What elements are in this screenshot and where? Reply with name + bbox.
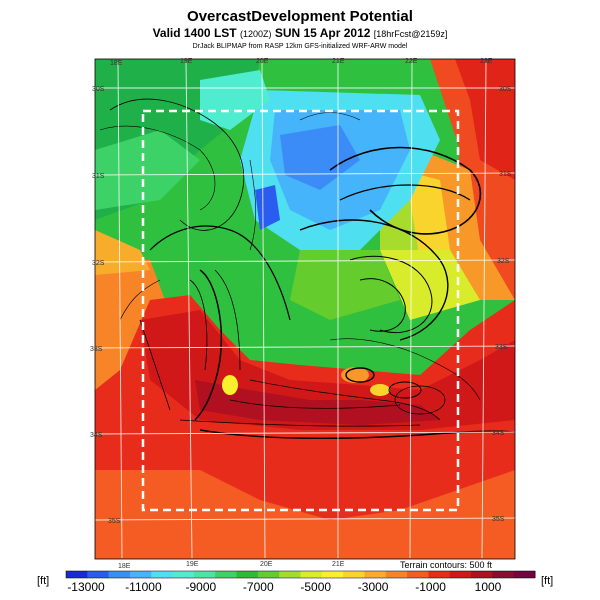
lon-labels-top: 18E 19E 20E 21E 22E 23E: [110, 58, 493, 67]
lat-label: 34S: [492, 430, 505, 437]
colorbar-swatch: [449, 571, 472, 578]
lat-label: 35S: [492, 516, 505, 523]
terrain-contour-note: Terrain contours: 500 ft: [400, 560, 493, 570]
valid-time-line: Valid 1400 LST (1200Z) SUN 15 Apr 2012 […: [0, 26, 600, 40]
colorbar-tick-label: -7000: [243, 580, 274, 594]
colorbar-swatch: [343, 571, 365, 578]
lat-label: 33S: [495, 344, 508, 351]
colorbar-swatch: [321, 571, 344, 578]
lon-label: 23E: [480, 58, 493, 65]
lon-labels-bottom: 18E 19E 20E 21E: [118, 561, 345, 570]
lat-lon-grid: [94, 61, 516, 559]
colorbar-tick-label: -1000: [415, 580, 446, 594]
colorbar-swatch: [407, 571, 429, 578]
lon-label: 19E: [186, 561, 199, 568]
colorbar-swatch: [257, 571, 280, 578]
colorbar-border: [65, 570, 536, 579]
colorbar-tick-label: 1000: [475, 580, 502, 594]
colorbar-swatch: [129, 571, 152, 578]
lat-labels-left: 30S 31S 32S 33S 34S 35S: [90, 86, 121, 525]
colorbar-tick-label: -11000: [125, 580, 162, 594]
source-line: DrJack BLIPMAP from RASP 12km GFS-initia…: [192, 43, 408, 50]
lat-label: 32S: [92, 260, 105, 267]
chart-title: OvercastDevelopment Potential: [187, 8, 413, 25]
lat-label: 31S: [92, 173, 105, 180]
colorbar-swatch: [300, 571, 323, 578]
valid-utc: (1200Z): [239, 29, 272, 39]
colorbar-swatch: [66, 571, 88, 578]
colorbar-swatch: [236, 571, 259, 578]
colorbar-unit-left: [ft]: [37, 575, 49, 587]
map-border: [94, 58, 516, 560]
colorbar-swatch: [364, 571, 387, 578]
colorbar-swatch: [193, 571, 216, 578]
colorbar-swatch: [215, 571, 238, 578]
forecast-field: [95, 59, 515, 559]
lon-label: 22E: [405, 58, 418, 65]
colorbar-swatch: [513, 571, 536, 578]
lat-label: 31S: [499, 171, 512, 178]
colorbar-tick-label: -5000: [300, 580, 331, 594]
valid-time: Valid 1400 LST: [152, 26, 237, 40]
lat-label: 35S: [108, 518, 121, 525]
lat-labels-right: 30S 31S 32S 33S 34S 35S: [492, 86, 512, 523]
colorbar-swatch: [385, 571, 408, 578]
colorbar-swatch: [172, 571, 195, 578]
colorbar-tick-label: -9000: [186, 580, 217, 594]
lat-label: 34S: [90, 432, 103, 439]
lon-label: 21E: [332, 561, 345, 568]
colorbar: [65, 570, 536, 579]
inner-domain-box: [141, 109, 460, 512]
lon-label: 20E: [256, 58, 269, 65]
colorbar-tick-label: -3000: [358, 580, 389, 594]
lat-label: 30S: [92, 86, 105, 93]
colorbar-swatch: [108, 571, 131, 578]
colorbar-swatch: [428, 571, 451, 578]
colorbar-swatch: [492, 571, 515, 578]
lon-label: 18E: [118, 563, 131, 570]
colorbar-swatch: [471, 571, 493, 578]
colorbar-tick-label: -13000: [67, 580, 105, 594]
colorbar-swatch: [279, 571, 301, 578]
valid-date: SUN 15 Apr 2012: [274, 26, 371, 40]
lon-label: 21E: [332, 58, 345, 65]
forecast-info: [18hrFcst@2159z]: [373, 29, 448, 39]
colorbar-swatch: [151, 571, 174, 578]
lon-label: 20E: [260, 561, 273, 568]
lon-label: 19E: [180, 58, 193, 65]
lon-label: 18E: [110, 60, 123, 67]
colorbar-swatch: [87, 571, 110, 578]
lat-label: 32S: [497, 258, 510, 265]
lat-label: 33S: [90, 346, 103, 353]
lat-label: 30S: [499, 86, 512, 93]
colorbar-tick-labels: -13000 -11000 -9000 -7000 -5000 -3000 -1000 100…: [67, 580, 501, 594]
colorbar-unit-right: [ft]: [541, 575, 553, 587]
